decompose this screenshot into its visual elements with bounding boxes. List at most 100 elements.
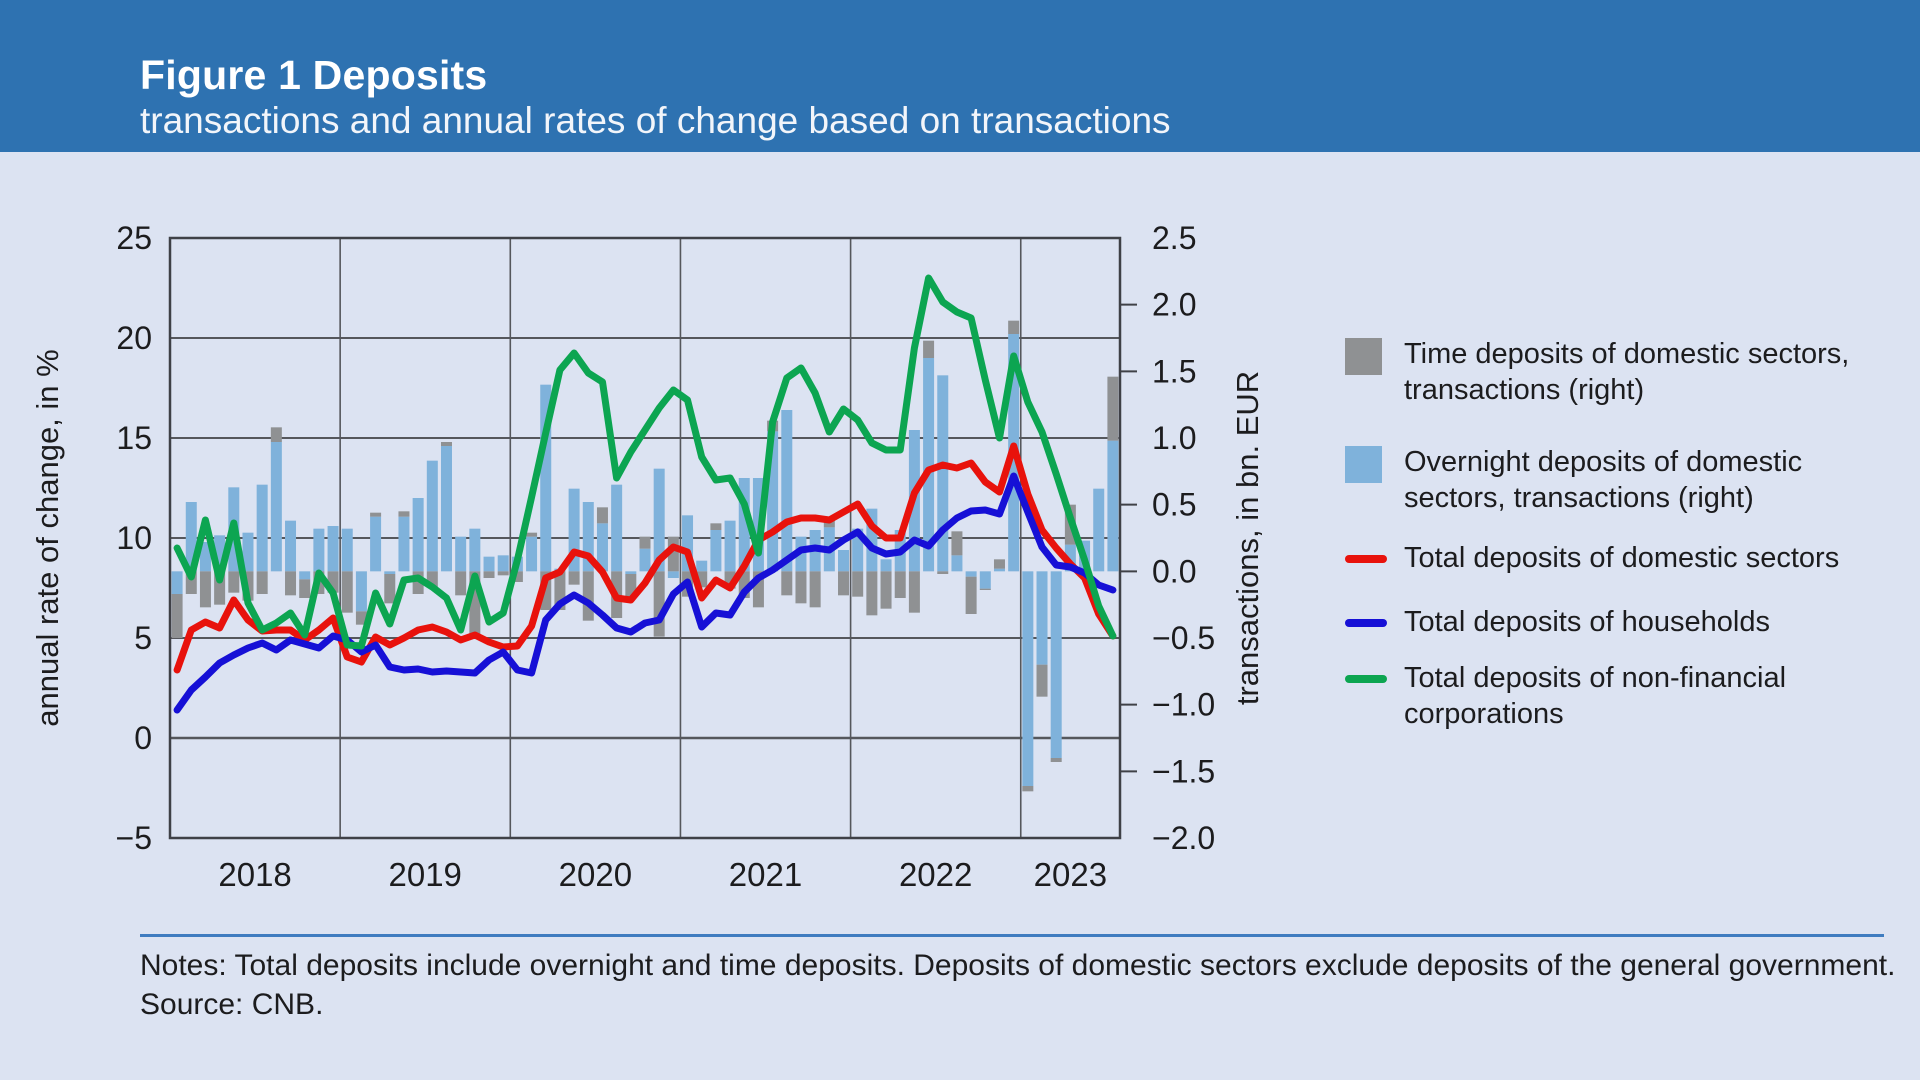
bar-overnight-deposits bbox=[993, 568, 1005, 572]
bar-time-deposits bbox=[341, 571, 353, 613]
bar-time-deposits bbox=[710, 523, 722, 530]
bar-time-deposits bbox=[426, 571, 438, 588]
bar-time-deposits bbox=[625, 574, 637, 597]
source-line: Source: CNB. bbox=[140, 988, 324, 1021]
bar-time-deposits bbox=[1050, 758, 1062, 762]
legend-swatch-line-icon bbox=[1345, 555, 1387, 563]
bar-overnight-deposits bbox=[540, 384, 552, 572]
bar-overnight-deposits bbox=[256, 484, 268, 572]
bar-time-deposits bbox=[809, 571, 821, 608]
bar-overnight-deposits bbox=[625, 571, 637, 574]
bar-overnight-deposits bbox=[582, 502, 594, 572]
bar-time-deposits bbox=[838, 571, 850, 596]
bar-time-deposits bbox=[653, 571, 665, 637]
bar-overnight-deposits bbox=[1050, 571, 1062, 758]
bar-overnight-deposits bbox=[738, 478, 750, 572]
bar-overnight-deposits bbox=[866, 508, 878, 572]
bar-overnight-deposits bbox=[923, 358, 935, 572]
bar-time-deposits bbox=[880, 571, 892, 609]
chart-notes: Notes: Total deposits include overnight … bbox=[140, 946, 1900, 1024]
bar-overnight-deposits bbox=[965, 571, 977, 577]
line-total-households bbox=[173, 472, 1117, 714]
bar-time-deposits bbox=[256, 571, 268, 594]
bar-time-deposits bbox=[526, 532, 538, 537]
bar-overnight-deposits bbox=[1093, 488, 1105, 572]
bar-overnight-deposits bbox=[937, 375, 949, 572]
bar-time-deposits bbox=[639, 536, 651, 549]
right-axis-tick-label: −1.5 bbox=[1152, 753, 1215, 789]
right-axis-tick-label: 1.5 bbox=[1152, 353, 1196, 389]
bar-time-deposits bbox=[752, 571, 764, 608]
bar-overnight-deposits bbox=[1064, 544, 1076, 572]
legend-item-3: Total deposits of domestic sectors bbox=[1345, 540, 1839, 576]
right-axis-tick-label: 0.0 bbox=[1152, 553, 1196, 589]
bar-time-deposits bbox=[965, 576, 977, 614]
bar-time-deposits bbox=[228, 571, 240, 593]
bar-overnight-deposits bbox=[653, 468, 665, 572]
bar-time-deposits bbox=[1036, 664, 1048, 697]
bar-overnight-deposits bbox=[852, 528, 864, 572]
bar-overnight-deposits bbox=[568, 488, 580, 572]
bar-time-deposits bbox=[795, 571, 807, 604]
x-axis-year-label: 2021 bbox=[729, 856, 802, 893]
bar-time-deposits bbox=[866, 571, 878, 616]
bar-time-deposits bbox=[483, 571, 495, 578]
legend-swatch-line-icon bbox=[1345, 675, 1387, 683]
bar-time-deposits bbox=[469, 571, 481, 634]
bar-time-deposits bbox=[908, 571, 920, 613]
right-axis-tick-label: −1.0 bbox=[1152, 687, 1215, 723]
legend-label: Overnight deposits of domestic sectors, t… bbox=[1404, 446, 1803, 514]
bar-time-deposits bbox=[923, 340, 935, 358]
bar-time-deposits bbox=[285, 571, 297, 596]
bar-overnight-deposits bbox=[880, 559, 892, 572]
bar-overnight-deposits bbox=[185, 502, 197, 572]
bar-overnight-deposits bbox=[341, 528, 353, 572]
bar-overnight-deposits bbox=[285, 520, 297, 572]
bar-time-deposits bbox=[370, 512, 382, 517]
legend-label: Total deposits of households bbox=[1404, 606, 1770, 638]
bar-overnight-deposits bbox=[781, 410, 793, 572]
bar-time-deposits bbox=[540, 571, 552, 610]
bar-time-deposits bbox=[1107, 376, 1119, 441]
line-total-nfc bbox=[173, 274, 1117, 650]
left-axis-tick-label: 15 bbox=[116, 420, 152, 456]
bar-time-deposits bbox=[568, 571, 580, 585]
bar-time-deposits bbox=[667, 536, 679, 572]
bar-overnight-deposits bbox=[710, 530, 722, 572]
bar-overnight-deposits bbox=[1036, 571, 1048, 665]
bar-overnight-deposits bbox=[370, 516, 382, 572]
bar-overnight-deposits bbox=[327, 526, 339, 572]
left-axis-tick-label: 0 bbox=[134, 720, 152, 756]
bar-time-deposits bbox=[497, 571, 509, 576]
bar-time-deposits bbox=[440, 442, 452, 446]
bar-overnight-deposits bbox=[667, 571, 679, 578]
legend-swatch-line-icon bbox=[1345, 619, 1387, 627]
right-axis-title: transactions, in bn. EUR bbox=[1230, 371, 1265, 705]
x-axis-year-label: 2018 bbox=[218, 856, 291, 893]
bar-overnight-deposits bbox=[767, 431, 779, 572]
bar-overnight-deposits bbox=[483, 556, 495, 572]
bar-overnight-deposits bbox=[979, 571, 991, 589]
bar-overnight-deposits bbox=[526, 536, 538, 572]
bar-overnight-deposits bbox=[696, 560, 708, 572]
bar-time-deposits bbox=[1022, 786, 1034, 792]
legend-item-5: Total deposits of non-financial corporati… bbox=[1345, 660, 1786, 732]
bar-time-deposits bbox=[270, 427, 282, 442]
bar-overnight-deposits bbox=[426, 460, 438, 572]
right-axis-tick-label: −0.5 bbox=[1152, 620, 1215, 656]
figure-subtitle: transactions and annual rates of change … bbox=[140, 100, 1171, 141]
bar-overnight-deposits bbox=[214, 535, 226, 572]
bar-overnight-deposits bbox=[270, 442, 282, 572]
bar-time-deposits bbox=[384, 574, 396, 604]
left-axis-tick-label: −5 bbox=[116, 820, 152, 856]
figure-header: Figure 1 Deposits transactions and annua… bbox=[0, 0, 1920, 152]
bar-overnight-deposits bbox=[440, 446, 452, 572]
bar-overnight-deposits bbox=[171, 571, 183, 594]
left-axis-tick-label: 20 bbox=[116, 320, 152, 356]
legend-item-1: Time deposits of domestic sectors, transa… bbox=[1345, 336, 1849, 408]
legend-label: Total deposits of non-financial corporati… bbox=[1404, 662, 1787, 730]
left-axis-tick-label: 5 bbox=[134, 620, 152, 656]
bar-overnight-deposits bbox=[412, 498, 424, 572]
right-axis-tick-label: 2.0 bbox=[1152, 287, 1196, 323]
notes-line: Notes: Total deposits include overnight … bbox=[140, 949, 1896, 982]
